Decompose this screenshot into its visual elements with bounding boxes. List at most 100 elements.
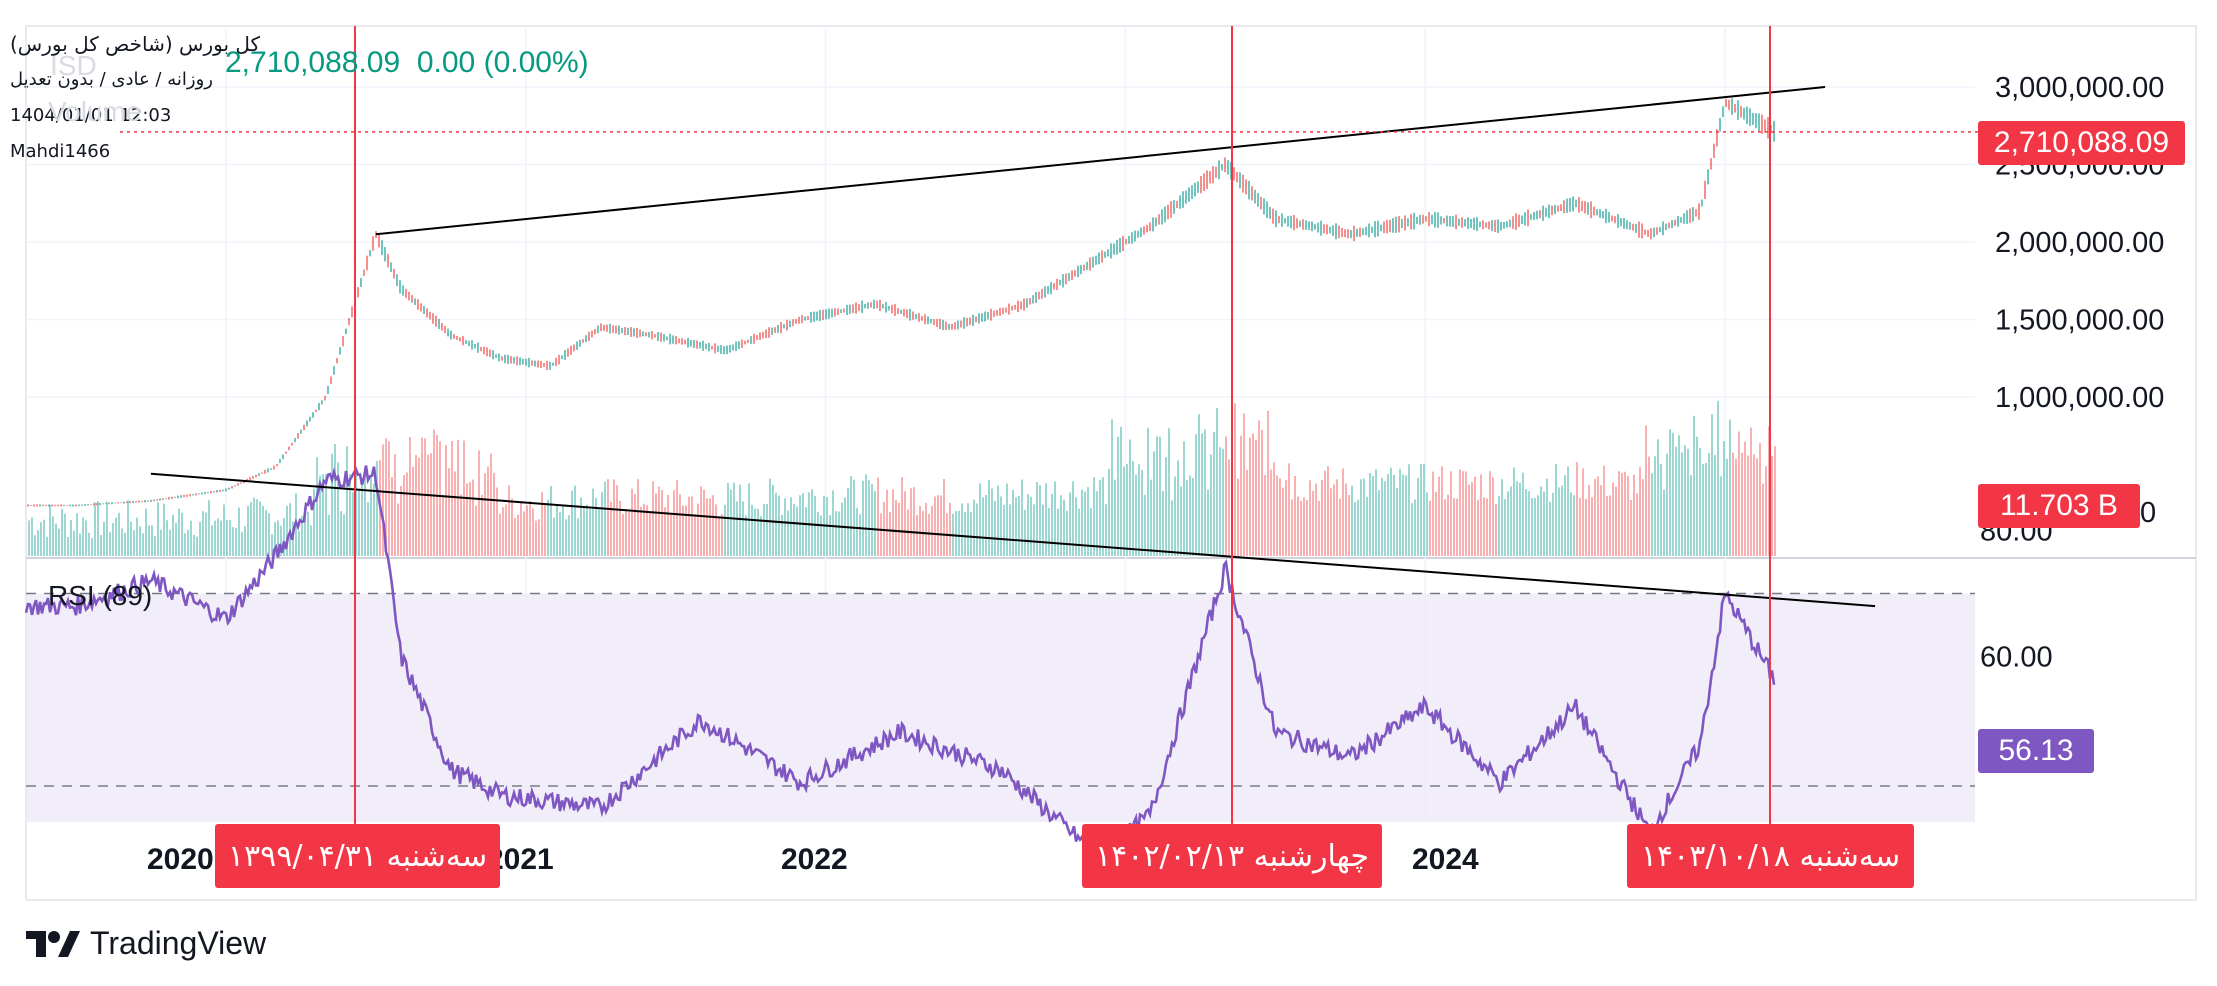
volume-bar — [358, 488, 360, 556]
volume-bar — [871, 484, 873, 556]
volume-bar — [445, 445, 447, 556]
volume-bar — [1009, 504, 1011, 556]
volume-bar — [1324, 470, 1326, 556]
volume-bar — [817, 511, 819, 556]
volume-bar — [130, 521, 132, 556]
volume-badge: 11.703 B — [1978, 484, 2140, 528]
volume-bar — [1246, 469, 1248, 556]
volume-bar — [400, 486, 402, 556]
volume-bar — [1645, 425, 1647, 556]
volume-bar — [655, 493, 657, 556]
volume-bar — [1120, 426, 1122, 556]
volume-bar — [910, 488, 912, 556]
volume-bar — [139, 526, 141, 556]
volume-bar — [1540, 486, 1542, 556]
volume-bar — [37, 530, 39, 556]
volume-bar — [322, 474, 324, 556]
volume-bar — [397, 503, 399, 556]
tradingview-brand[interactable]: TradingView — [26, 925, 266, 962]
volume-bar — [1036, 481, 1038, 556]
volume-bar — [64, 513, 66, 556]
volume-bar — [556, 505, 558, 556]
volume-bar — [1477, 499, 1479, 556]
volume-bar — [1636, 493, 1638, 556]
volume-bar — [1387, 473, 1389, 556]
volume-bar — [127, 500, 129, 556]
volume-bar — [163, 503, 165, 556]
volume-bar — [1225, 436, 1227, 556]
volume-bar — [1600, 485, 1602, 556]
volume-bar — [490, 453, 492, 556]
volume-bar — [1351, 485, 1353, 556]
volume-bar — [880, 513, 882, 556]
marker-date-badge-2: چهارشنبه ۱۴۰۲/۰۲/۱۳ — [1082, 824, 1382, 888]
volume-bar — [217, 518, 219, 556]
volume-bar — [1003, 504, 1005, 556]
volume-bar — [751, 504, 753, 556]
volume-bar — [874, 491, 876, 556]
volume-bar — [772, 484, 774, 556]
volume-bar — [895, 499, 897, 556]
volume-bar — [919, 505, 921, 556]
volume-bar — [508, 485, 510, 556]
author: Mahdi1466 — [10, 141, 111, 162]
volume-bar — [484, 473, 486, 556]
volume-bar — [367, 502, 369, 556]
volume-bar — [325, 474, 327, 556]
volume-bar — [901, 477, 903, 556]
rsi-band — [26, 593, 1975, 822]
volume-bar — [334, 443, 336, 556]
volume-bar — [319, 475, 321, 556]
volume-bar — [1111, 419, 1113, 556]
volume-bar — [1288, 463, 1290, 556]
volume-bar — [1615, 486, 1617, 556]
volume-bar — [97, 501, 99, 556]
volume-bar — [103, 522, 105, 556]
volume-bar — [1006, 483, 1008, 556]
volume-bar — [100, 534, 102, 556]
volume-bar — [88, 532, 90, 556]
marker-date-badge-1: سه‌شنبه ۱۳۹۹/۰۴/۳۱ — [215, 824, 500, 888]
volume-bar — [1321, 480, 1323, 556]
volume-bar — [1255, 439, 1257, 556]
volume-bar — [493, 472, 495, 556]
volume-bar — [682, 505, 684, 556]
volume-bar — [1306, 500, 1308, 556]
volume-bar — [229, 520, 231, 556]
volume-bar — [1453, 498, 1455, 556]
volume-bar — [838, 511, 840, 556]
volume-bar — [637, 479, 639, 556]
volume-bar — [1738, 431, 1740, 556]
volume-bar — [406, 472, 408, 556]
volume-bar — [745, 515, 747, 556]
volume-bar — [1369, 472, 1371, 556]
volume-bar — [850, 476, 852, 556]
volume-bar — [1687, 448, 1689, 556]
volume-bar — [1495, 503, 1497, 556]
volume-bar — [1435, 491, 1437, 556]
volume-bar — [913, 487, 915, 556]
marker-date-badge-3: سه‌شنبه ۱۴۰۳/۱۰/۱۸ — [1627, 824, 1914, 888]
volume-bar — [1417, 477, 1419, 556]
price-axis-tick: 2,000,000.00 — [1995, 227, 2164, 259]
volume-bar — [1081, 489, 1083, 556]
volume-bar — [1114, 479, 1116, 556]
volume-bar — [1264, 475, 1266, 556]
volume-bar — [373, 483, 375, 556]
volume-bar — [1702, 464, 1704, 556]
volume-bar — [955, 511, 957, 556]
volume-bar — [517, 514, 519, 556]
volume-bar — [1480, 474, 1482, 556]
volume-bar — [1621, 472, 1623, 556]
volume-bar — [31, 517, 33, 556]
volume-bar — [1276, 475, 1278, 556]
volume-bar — [667, 495, 669, 556]
volume-bar — [1690, 475, 1692, 556]
volume-bar — [1651, 473, 1653, 556]
volume-bar — [1411, 503, 1413, 556]
volume-bar — [190, 520, 192, 556]
volume-bar — [943, 478, 945, 556]
volume-bar — [1681, 452, 1683, 556]
volume-bar — [631, 488, 633, 556]
